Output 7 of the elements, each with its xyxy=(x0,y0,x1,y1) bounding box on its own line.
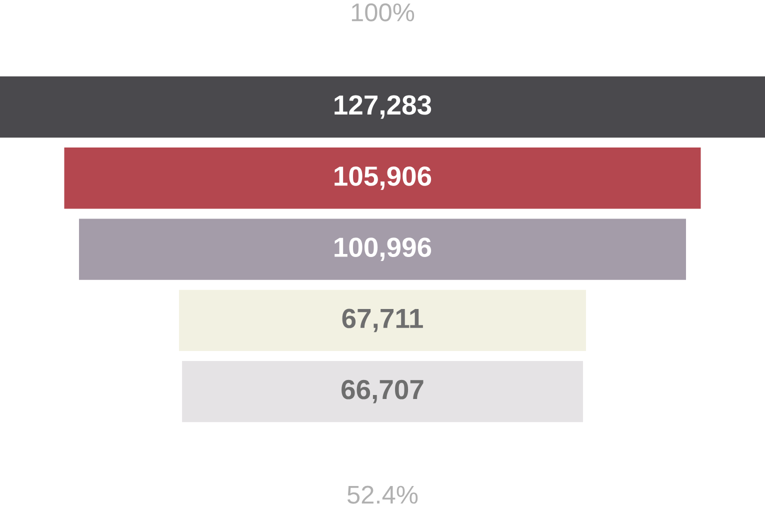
data-label: 100,996 xyxy=(334,238,432,261)
text: 52.4% xyxy=(348,486,418,504)
data-label: 105,906 xyxy=(334,166,432,190)
data-label: 127,283 xyxy=(334,95,432,119)
text: 100% xyxy=(352,3,414,22)
data-label: 66,707 xyxy=(342,380,424,404)
data-label: 67,711 xyxy=(342,308,423,332)
